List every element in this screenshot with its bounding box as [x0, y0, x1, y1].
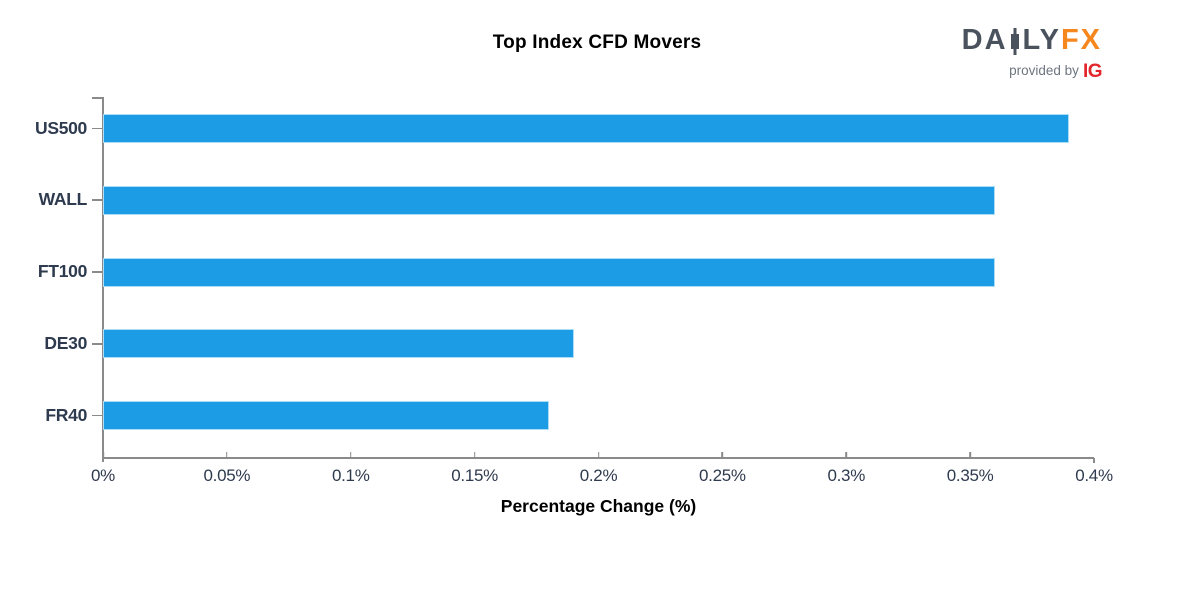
- x-tick-0.15%: [473, 452, 476, 458]
- y-axis-top-cap: [92, 97, 102, 99]
- x-tick-label-0.25%: 0.25%: [699, 466, 746, 485]
- plot-area: US500 WALL FT100 DE30 FR40 0% 0.05% 0.1% 0.15% 0…: [35, 90, 1113, 485]
- y-label-ft100: FT100: [37, 260, 87, 281]
- bar-wall: [103, 185, 995, 215]
- bar-ft100: [103, 257, 995, 287]
- x-tick-label-0%: 0%: [91, 466, 115, 485]
- bar-fr40: [103, 401, 549, 430]
- x-tick-label-0.2%: 0.2%: [579, 466, 618, 485]
- y-tick-fr40: [92, 414, 102, 417]
- chart-title: Top Index CFD Movers: [492, 32, 702, 53]
- x-tick-label-0.1%: 0.1%: [331, 466, 370, 485]
- y-axis-line: [102, 97, 104, 462]
- y-tick-wall: [92, 199, 102, 202]
- x-tick-0%: [102, 452, 104, 458]
- y-label-us500: US500: [34, 117, 87, 138]
- logo-daily-prefix: DA: [961, 24, 1008, 56]
- dailyfx-wordmark: DA LYFX: [962, 26, 1102, 55]
- x-tick-0.1%: [349, 452, 352, 458]
- y-label-de30: DE30: [44, 332, 87, 353]
- y-label-fr40: FR40: [45, 404, 87, 425]
- y-label-wall: WALL: [38, 189, 88, 210]
- logo-fx: FX: [1060, 24, 1102, 56]
- candlestick-icon: [1010, 34, 1019, 49]
- x-tick-label-0.05%: 0.05%: [203, 466, 251, 485]
- x-tick-0.05%: [226, 452, 228, 458]
- y-tick-de30: [92, 342, 102, 345]
- provided-by-text: provided by: [1009, 63, 1079, 78]
- x-tick-label-0.3%: 0.3%: [827, 466, 866, 485]
- bar-us500: [103, 114, 1070, 143]
- logo-daily-suffix: LY: [1022, 24, 1061, 56]
- x-tick-label-0.4%: 0.4%: [1075, 466, 1113, 485]
- x-tick-0.3%: [845, 452, 848, 458]
- x-tick-0.35%: [969, 452, 971, 458]
- x-tick-0.25%: [721, 452, 724, 458]
- ig-logo: IG: [1082, 61, 1103, 82]
- dailyfx-logo: DA LYFX provided by IG: [962, 26, 1103, 82]
- x-tick-label-0.35%: 0.35%: [946, 466, 994, 485]
- x-axis-label: Percentage Change (%): [500, 496, 697, 516]
- x-tick-label-0.15%: 0.15%: [451, 466, 498, 485]
- x-tick-0.2%: [597, 452, 600, 458]
- x-axis-line: [102, 457, 1094, 459]
- x-axis-end-cap: [1093, 458, 1095, 463]
- y-tick-us500: [92, 127, 102, 130]
- y-tick-ft100: [92, 271, 102, 273]
- bar-de30: [103, 329, 574, 359]
- provided-by-line: provided by IG: [962, 62, 1102, 81]
